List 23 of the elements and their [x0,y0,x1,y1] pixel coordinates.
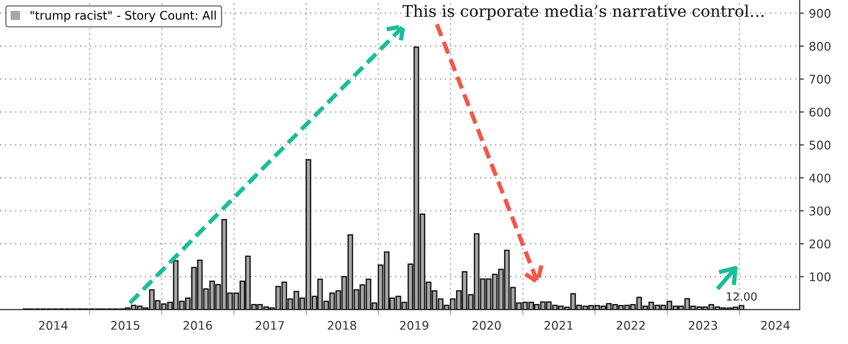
x-tick-label: 2015 [111,320,140,330]
x-tick-label: 2016 [184,320,212,330]
y-tick-label: 600 [810,108,830,117]
y-tick-label: 900 [809,8,830,18]
y-tick-label: 300 [810,206,830,216]
y-tick-label: 100 [810,272,830,282]
annotation: This is corporate media’s narrative control… [402,4,764,20]
legend-label: "trump racist" - Story Count: All [30,10,216,22]
y-tick-label: 700 [810,74,830,84]
y-tick-label: 400 [809,174,830,183]
x-tick-label: 2017 [256,320,284,330]
x-tick-label: 2018 [328,320,356,330]
x-tick-label: 2024 [761,320,790,330]
x-tick-label: 2014 [39,320,68,330]
y-tick-label: 800 [809,42,830,51]
data-label: 12.00 [726,292,757,301]
x-tick-label: 2020 [472,320,501,330]
x-tick-label: 2021 [544,320,573,330]
y-tick-label: 500 [810,140,830,150]
x-tick-label: 2019 [400,320,428,330]
x-tick-label: 2023 [688,320,718,330]
y-tick-label: 200 [810,239,830,248]
x-tick-label: 2022 [616,320,645,330]
